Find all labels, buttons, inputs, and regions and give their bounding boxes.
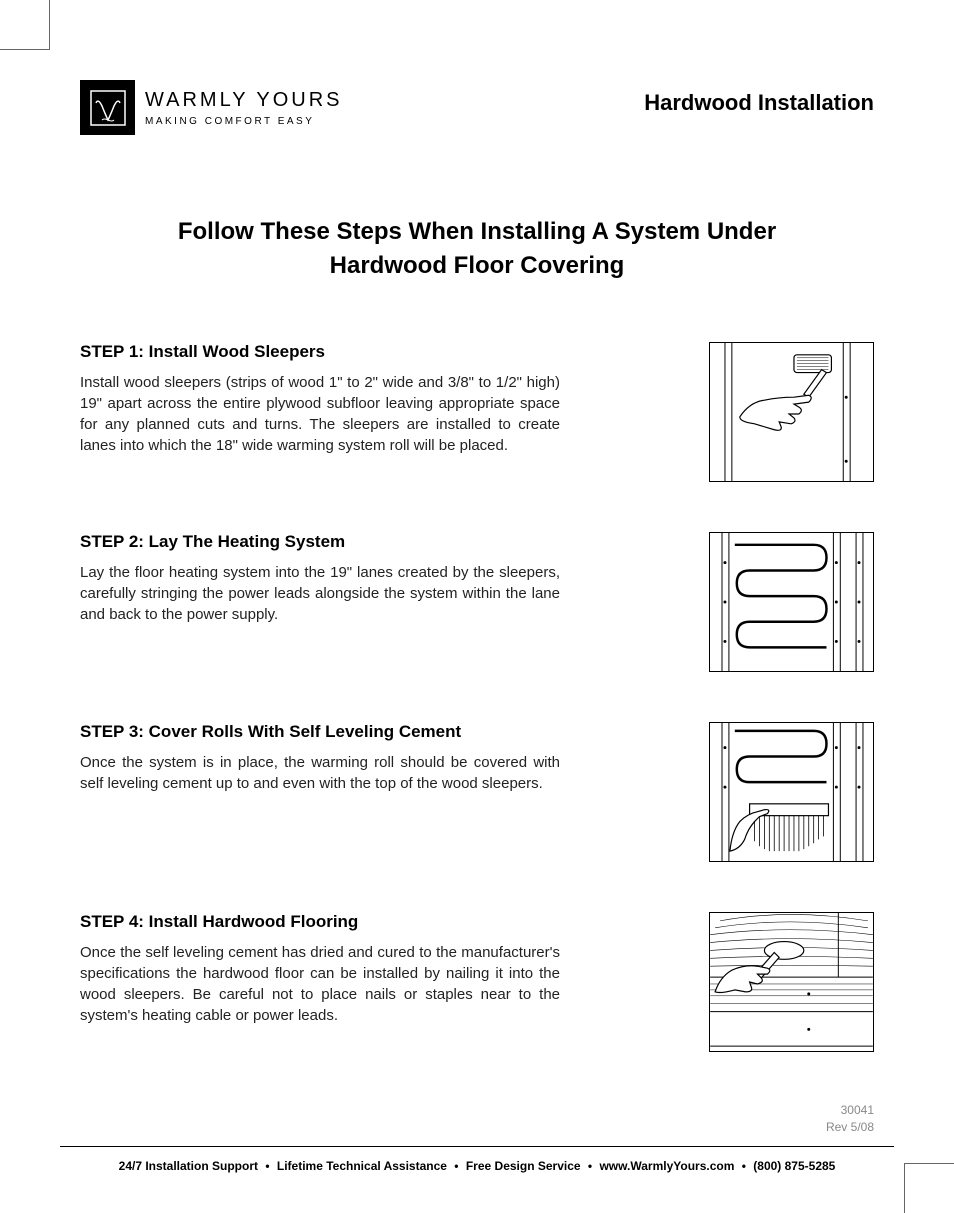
step-4: STEP 4: Install Hardwood Flooring Once t… bbox=[60, 912, 894, 1052]
footer-item-4: (800) 875-5285 bbox=[753, 1159, 835, 1173]
crop-mark-bottom-right bbox=[904, 1163, 954, 1213]
step-4-figure bbox=[709, 912, 874, 1052]
document-meta: 30041 Rev 5/08 bbox=[60, 1102, 894, 1136]
step-3-figure bbox=[709, 722, 874, 862]
step-1-body: Install wood sleepers (strips of wood 1"… bbox=[80, 372, 560, 456]
step-2-title: STEP 2: Lay The Heating System bbox=[80, 532, 560, 552]
step-4-title: STEP 4: Install Hardwood Flooring bbox=[80, 912, 560, 932]
page-footer: 24/7 Installation Support • Lifetime Tec… bbox=[60, 1146, 894, 1173]
brand-name: WARMLY YOURS bbox=[145, 89, 343, 112]
step-4-body: Once the self leveling cement has dried … bbox=[80, 942, 560, 1026]
footer-item-3: www.WarmlyYours.com bbox=[599, 1159, 734, 1173]
brand-logo-block: WARMLY YOURS MAKING COMFORT EASY bbox=[80, 80, 343, 135]
footer-item-1: Lifetime Technical Assistance bbox=[277, 1159, 447, 1173]
page-header: WARMLY YOURS MAKING COMFORT EASY Hardwoo… bbox=[60, 80, 894, 135]
main-heading: Follow These Steps When Installing A Sys… bbox=[60, 215, 894, 282]
footer-item-0: 24/7 Installation Support bbox=[119, 1159, 258, 1173]
step-3-title: STEP 3: Cover Rolls With Self Leveling C… bbox=[80, 722, 560, 742]
step-2-figure bbox=[709, 532, 874, 672]
document-title: Hardwood Installation bbox=[644, 90, 874, 116]
document-number: 30041 bbox=[60, 1102, 874, 1119]
brand-tagline: MAKING COMFORT EASY bbox=[145, 116, 343, 127]
footer-separator: • bbox=[265, 1159, 269, 1173]
step-1-title: STEP 1: Install Wood Sleepers bbox=[80, 342, 560, 362]
brand-logo-icon bbox=[80, 80, 135, 135]
footer-separator: • bbox=[742, 1159, 746, 1173]
footer-separator: • bbox=[588, 1159, 592, 1173]
footer-item-2: Free Design Service bbox=[466, 1159, 581, 1173]
step-3-body: Once the system is in place, the warming… bbox=[80, 752, 560, 794]
step-3: STEP 3: Cover Rolls With Self Leveling C… bbox=[60, 722, 894, 862]
footer-separator: • bbox=[454, 1159, 458, 1173]
crop-mark-top-left bbox=[0, 0, 50, 50]
step-2-body: Lay the floor heating system into the 19… bbox=[80, 562, 560, 625]
step-1-figure bbox=[709, 342, 874, 482]
step-2: STEP 2: Lay The Heating System Lay the f… bbox=[60, 532, 894, 672]
step-1: STEP 1: Install Wood Sleepers Install wo… bbox=[60, 342, 894, 482]
document-revision: Rev 5/08 bbox=[60, 1119, 874, 1136]
brand-logo-text: WARMLY YOURS MAKING COMFORT EASY bbox=[145, 89, 343, 127]
